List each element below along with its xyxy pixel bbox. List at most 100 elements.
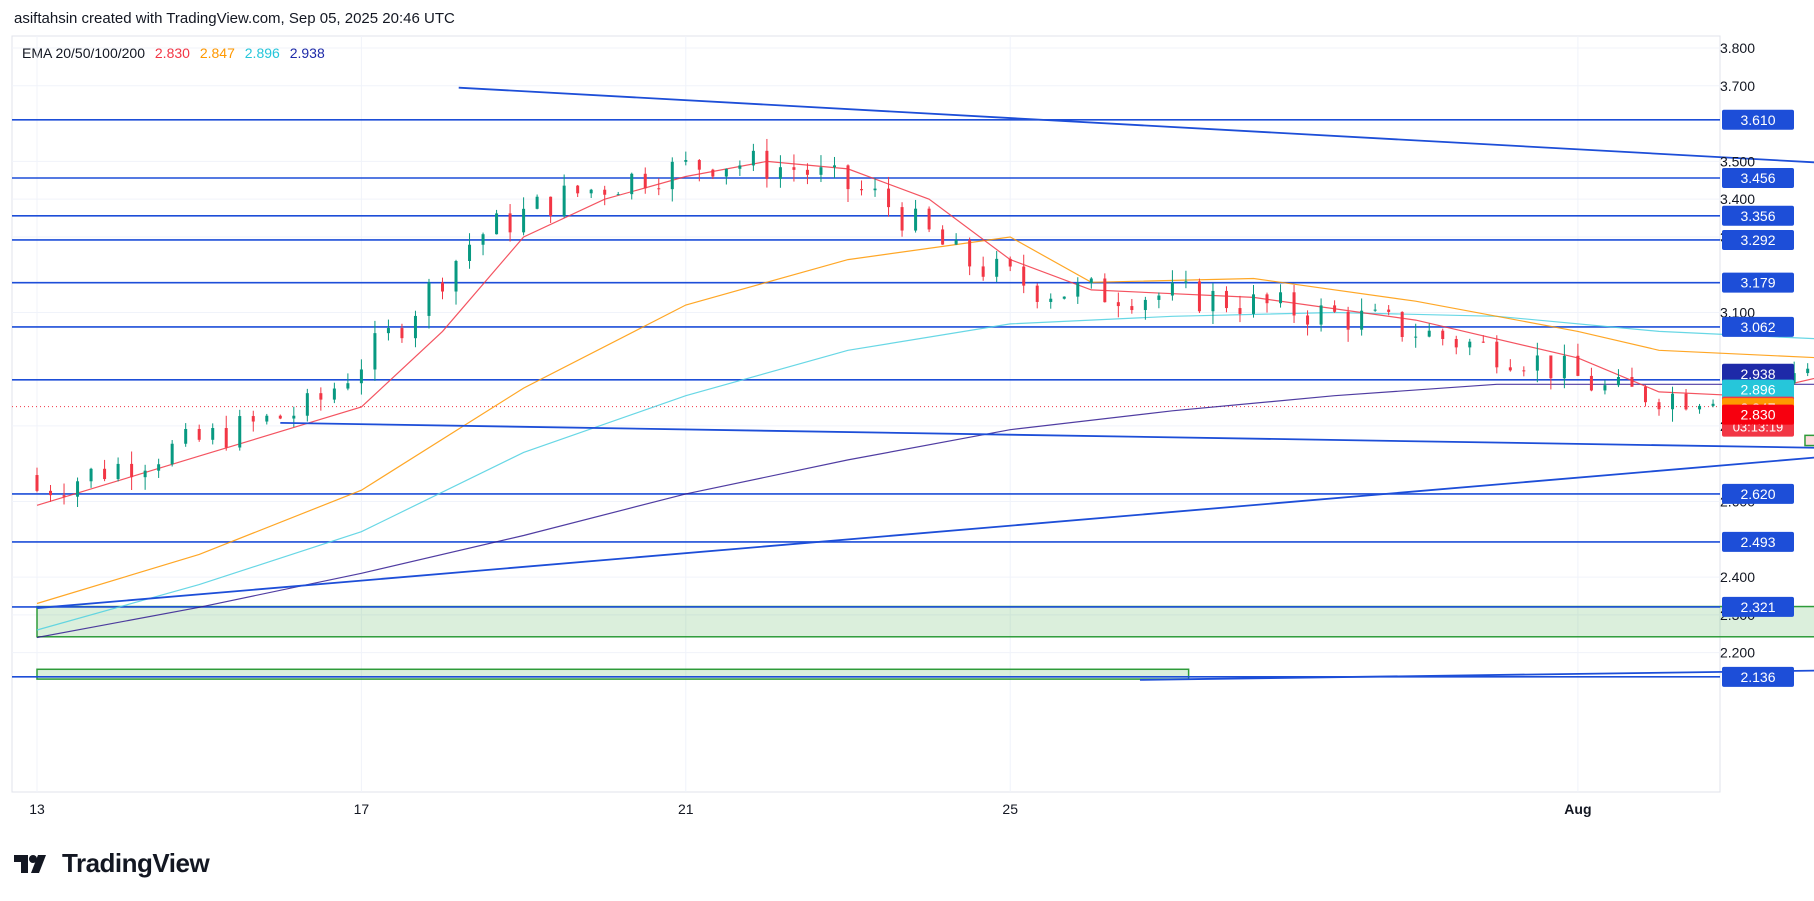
ema-legend-name: EMA 20/50/100/200 <box>22 45 145 61</box>
candle-body <box>968 239 972 267</box>
candle-body <box>1643 386 1647 403</box>
candle-body <box>1454 338 1458 348</box>
candle-body <box>278 415 282 419</box>
ema200-line <box>36 383 1814 639</box>
price-tag-label: 2.830 <box>1740 407 1775 423</box>
level-tag-box <box>1722 272 1794 293</box>
resistance-zone <box>1804 434 1814 447</box>
candle-body <box>711 169 715 177</box>
time-tick-label: 21 <box>678 801 694 817</box>
candle-body <box>481 234 485 245</box>
level-tag-box <box>1722 596 1794 617</box>
candle-body <box>1265 294 1269 304</box>
candle-body <box>1603 385 1607 391</box>
candle-body <box>49 490 53 496</box>
candle-body <box>319 393 323 400</box>
level-tag-box <box>1722 205 1794 226</box>
candle-body <box>643 173 647 189</box>
candle-body <box>1130 306 1134 311</box>
ema-lines <box>36 160 1814 639</box>
candle-body <box>1279 292 1283 304</box>
price-tick-label: 2.200 <box>1720 645 1755 661</box>
candle-body <box>1535 355 1539 371</box>
level-tag-box <box>1722 168 1794 188</box>
candle-body <box>1170 282 1174 296</box>
candle-body <box>468 244 472 262</box>
ema100-line <box>36 311 1814 631</box>
candle-body <box>738 165 742 169</box>
time-tick-label: 13 <box>29 801 45 817</box>
chart-zones <box>36 434 1814 680</box>
candle-body <box>1008 258 1012 267</box>
candle-body <box>1224 290 1228 309</box>
candle-body <box>1792 373 1796 384</box>
candle-body <box>535 196 539 209</box>
price-tick-label: 2.400 <box>1720 569 1755 585</box>
level-tag-box <box>1722 316 1794 337</box>
candle-body <box>1116 302 1120 307</box>
time-tick-label: Aug <box>1564 801 1591 817</box>
candle-body <box>887 188 891 208</box>
candle-body <box>549 196 553 216</box>
candle-body <box>1549 355 1553 379</box>
ema20-line <box>36 160 1814 506</box>
candle-body <box>1495 341 1499 368</box>
candle-body <box>130 463 134 478</box>
candle-body <box>900 207 904 231</box>
candle-body <box>211 428 215 440</box>
ema-legend[interactable]: EMA 20/50/100/200 2.830 2.847 2.896 2.93… <box>22 45 331 61</box>
level-tag-label: 3.356 <box>1740 208 1775 224</box>
candle-body <box>1414 336 1418 338</box>
candle-body <box>89 468 93 482</box>
price-tag-box <box>1722 363 1794 384</box>
candle-body <box>792 167 796 170</box>
time-tick-label: 25 <box>1002 801 1018 817</box>
candle-body <box>197 428 201 440</box>
level-tag-label: 2.620 <box>1740 486 1775 502</box>
price-tick-label: 3.100 <box>1720 305 1755 321</box>
candle-body <box>1022 266 1026 286</box>
candle-body <box>1806 368 1810 374</box>
ema50-value: 2.847 <box>199 45 235 61</box>
price-tick-label: 3.500 <box>1720 153 1755 169</box>
price-tags: 3.6103.4563.3563.2923.1793.0622.9222.620… <box>1722 109 1794 687</box>
candle-body <box>103 468 107 480</box>
candle-body <box>778 167 782 179</box>
candle-body <box>1103 278 1107 303</box>
time-axis: 13172125Aug5913172125Sep5913172125Oct <box>29 801 1591 817</box>
candle-body <box>332 388 336 400</box>
candle-body <box>143 470 147 478</box>
level-tag-label: 3.292 <box>1740 232 1775 248</box>
price-tick-label: 3.800 <box>1720 40 1755 56</box>
candle-body <box>589 189 593 194</box>
plot-frame <box>11 35 1721 793</box>
level-tag-label: 3.456 <box>1740 170 1775 186</box>
candle-body <box>305 393 309 416</box>
candle-body <box>1589 375 1593 391</box>
level-tag-box <box>1722 483 1794 504</box>
trend-line <box>36 456 1814 609</box>
candle-body <box>157 464 161 471</box>
candle-body <box>1360 310 1364 330</box>
candle-body <box>1616 377 1620 386</box>
candle-body <box>1252 294 1255 314</box>
candle-body <box>522 208 526 233</box>
candle-body <box>860 189 864 191</box>
tradingview-brand[interactable]: TradingView <box>14 848 210 879</box>
candle-body <box>346 383 350 389</box>
candle-body <box>1427 330 1431 337</box>
candle-body <box>386 328 390 334</box>
candle-body <box>1306 315 1310 325</box>
candle-body <box>441 282 444 292</box>
support-zone <box>36 668 1190 680</box>
candle-body <box>1522 370 1526 372</box>
level-tag-label: 2.493 <box>1740 534 1775 550</box>
price-axis: 3.8003.7003.5003.4003.3003.1002.8002.600… <box>1720 40 1755 661</box>
candle-body <box>373 333 377 370</box>
candle-body <box>1468 341 1472 348</box>
candle-body <box>914 208 918 231</box>
candle-body <box>1184 281 1188 283</box>
candle-body <box>1346 311 1350 330</box>
candle-body <box>1062 296 1066 299</box>
